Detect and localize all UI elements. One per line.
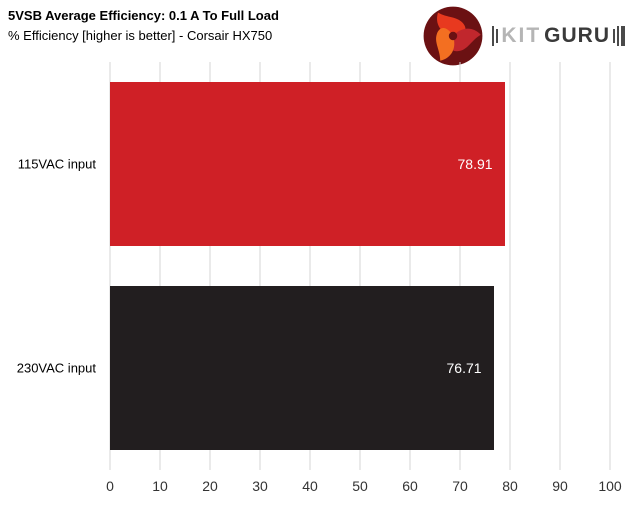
x-tick-label: 0 — [106, 478, 114, 494]
x-axis-labels: 0 10 20 30 40 50 60 70 80 90 100 — [106, 478, 622, 502]
x-tick-label: 10 — [152, 478, 168, 494]
barcode-left-icon — [492, 26, 499, 46]
plot-area: 78.91 76.71 — [109, 62, 611, 470]
gridline — [559, 62, 561, 470]
bar-value-label: 78.91 — [457, 156, 493, 172]
logo-guru-text: GURU — [544, 24, 610, 47]
y-axis-labels: 115VAC input 230VAC input — [0, 62, 96, 470]
gridline — [209, 62, 211, 470]
x-tick-label: 100 — [598, 478, 622, 494]
x-tick-label: 20 — [202, 478, 218, 494]
gridline — [259, 62, 261, 470]
x-tick-label: 70 — [452, 478, 468, 494]
gridline — [409, 62, 411, 470]
gridline — [109, 62, 111, 470]
bar: 78.91 — [110, 82, 505, 246]
x-tick-label: 80 — [502, 478, 518, 494]
x-tick-label: 40 — [302, 478, 318, 494]
category-label: 115VAC input — [17, 156, 96, 172]
bar-value-label: 76.71 — [446, 360, 482, 376]
gridline — [609, 62, 611, 470]
gridline — [459, 62, 461, 470]
kitguru-logo-text: KIT GURU — [492, 24, 625, 48]
x-tick-label: 50 — [352, 478, 368, 494]
chart-header: 5VSB Average Efficiency: 0.1 A To Full L… — [8, 6, 279, 45]
barcode-right-icon — [613, 26, 625, 46]
gridline — [159, 62, 161, 470]
bar: 76.71 — [110, 286, 494, 450]
kitguru-swirl-icon — [423, 6, 483, 66]
logo-kit-text: KIT — [501, 24, 542, 47]
chart-title: 5VSB Average Efficiency: 0.1 A To Full L… — [8, 8, 279, 23]
x-tick-label: 60 — [402, 478, 418, 494]
x-tick-label: 90 — [552, 478, 568, 494]
x-tick-label: 30 — [252, 478, 268, 494]
gridline — [509, 62, 511, 470]
kitguru-logo: KIT GURU — [423, 6, 625, 66]
chart-subtitle: % Efficiency [higher is better] - Corsai… — [8, 27, 273, 43]
gridline — [359, 62, 361, 470]
gridline — [309, 62, 311, 470]
category-label: 230VAC input — [16, 360, 96, 376]
